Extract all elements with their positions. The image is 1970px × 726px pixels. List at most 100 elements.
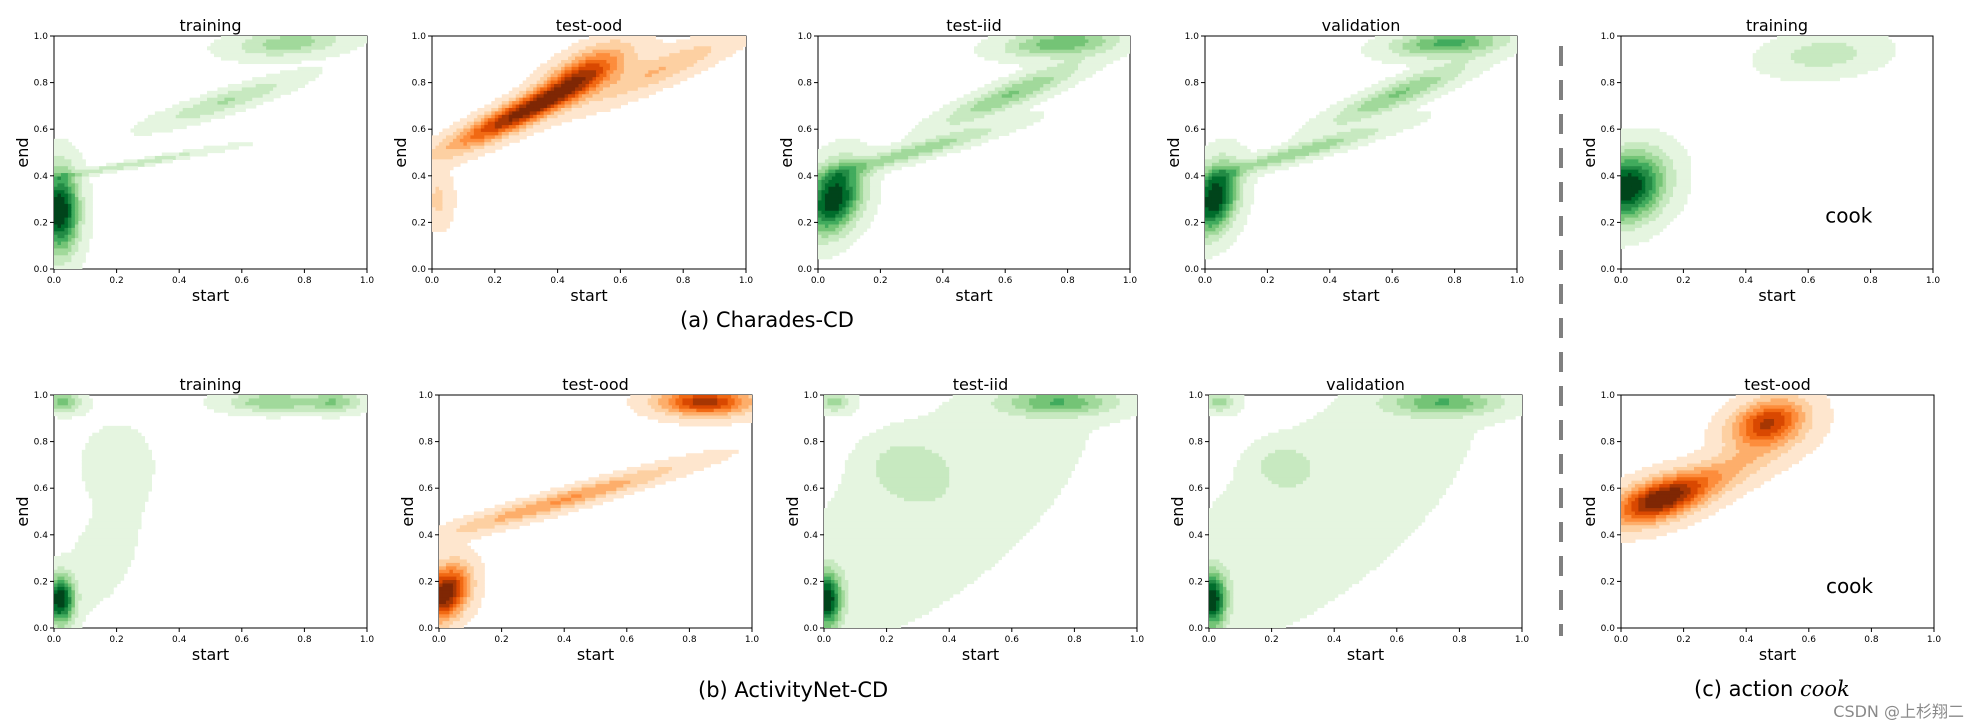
density-level-4 bbox=[852, 200, 857, 205]
density-level-1 bbox=[432, 176, 454, 181]
density-level-1 bbox=[1501, 395, 1522, 400]
density-level-1 bbox=[841, 477, 881, 482]
density-level-6 bbox=[1690, 487, 1699, 492]
density-level-4 bbox=[1624, 518, 1657, 523]
density-level-5 bbox=[1648, 173, 1657, 178]
y-tick-label: 0.6 bbox=[804, 484, 819, 494]
density-level-2 bbox=[432, 197, 444, 202]
density-level-3 bbox=[1770, 398, 1789, 403]
density-level-3 bbox=[859, 190, 864, 195]
density-level-4 bbox=[1222, 586, 1227, 591]
density-level-1 bbox=[1347, 121, 1421, 126]
density-level-2 bbox=[81, 214, 86, 219]
density-level-2 bbox=[1666, 169, 1678, 174]
density-level-6 bbox=[818, 214, 826, 219]
density-level-5 bbox=[1638, 490, 1646, 495]
density-level-2 bbox=[1787, 439, 1803, 444]
density-level-1 bbox=[1704, 439, 1723, 444]
density-level-4 bbox=[71, 604, 76, 609]
density-level-7 bbox=[821, 193, 826, 198]
density-level-4 bbox=[856, 193, 861, 198]
density-level-1 bbox=[859, 217, 875, 222]
density-level-4 bbox=[856, 173, 861, 178]
density-level-1 bbox=[602, 97, 639, 102]
density-level-5 bbox=[1627, 497, 1636, 502]
density-level-1 bbox=[81, 473, 152, 478]
density-level-3 bbox=[1219, 576, 1227, 581]
density-level-2 bbox=[1225, 224, 1234, 229]
density-level-1 bbox=[1350, 94, 1369, 99]
density-level-7 bbox=[519, 104, 527, 109]
density-level-2 bbox=[932, 149, 944, 154]
density-level-2 bbox=[314, 39, 337, 44]
density-level-3 bbox=[456, 135, 464, 140]
density-level-2 bbox=[67, 621, 76, 626]
density-level-1 bbox=[1295, 131, 1338, 136]
density-level-5 bbox=[1697, 480, 1709, 485]
density-level-2 bbox=[463, 125, 471, 130]
x-tick-label: 0.2 bbox=[1260, 276, 1274, 286]
density-level-2 bbox=[1098, 405, 1117, 410]
density-level-1 bbox=[473, 597, 482, 602]
density-level-6 bbox=[557, 101, 562, 106]
density-level-1 bbox=[1444, 83, 1463, 88]
density-level-4 bbox=[54, 173, 62, 178]
density-level-1 bbox=[1499, 46, 1517, 51]
density-level-4 bbox=[837, 586, 842, 591]
density-level-1 bbox=[515, 497, 537, 502]
density-level-2 bbox=[1666, 179, 1678, 184]
density-level-2 bbox=[623, 484, 638, 489]
density-level-3 bbox=[1732, 429, 1740, 434]
x-tick-label: 0.0 bbox=[1614, 635, 1629, 645]
density-level-2 bbox=[1426, 56, 1476, 61]
density-level-2 bbox=[74, 590, 79, 595]
density-level-2 bbox=[290, 395, 319, 400]
density-level-1 bbox=[1326, 107, 1345, 112]
density-level-3 bbox=[658, 401, 670, 406]
density-level-5 bbox=[519, 101, 524, 106]
density-level-5 bbox=[67, 607, 72, 612]
density-level-4 bbox=[1232, 193, 1237, 198]
density-level-3 bbox=[1732, 425, 1740, 430]
density-level-1 bbox=[852, 227, 868, 232]
density-level-1 bbox=[1022, 101, 1041, 106]
density-level-4 bbox=[67, 238, 72, 243]
density-level-3 bbox=[1739, 449, 1772, 454]
density-level-6 bbox=[571, 70, 580, 75]
density-level-5 bbox=[1621, 210, 1636, 215]
density-level-1 bbox=[88, 494, 149, 499]
density-level-8 bbox=[533, 104, 538, 109]
density-level-1 bbox=[863, 210, 878, 215]
density-level-1 bbox=[1485, 53, 1515, 58]
density-level-2 bbox=[1343, 107, 1359, 112]
density-level-2 bbox=[595, 480, 611, 485]
density-level-1 bbox=[203, 398, 232, 403]
density-level-3 bbox=[1770, 442, 1786, 447]
density-level-3 bbox=[1409, 39, 1421, 44]
density-level-8 bbox=[543, 94, 552, 99]
density-level-7 bbox=[452, 583, 457, 588]
density-level-3 bbox=[1735, 453, 1765, 458]
density-level-4 bbox=[834, 617, 839, 622]
density-level-3 bbox=[1794, 422, 1803, 427]
density-level-1 bbox=[1209, 514, 1426, 519]
density-level-4 bbox=[561, 70, 566, 75]
density-level-1 bbox=[92, 497, 149, 502]
density-level-4 bbox=[1791, 422, 1796, 427]
density-level-3 bbox=[1232, 203, 1237, 208]
density-level-1 bbox=[844, 576, 978, 581]
density-level-7 bbox=[1215, 600, 1221, 605]
density-level-1 bbox=[85, 221, 93, 226]
density-level-3 bbox=[1478, 42, 1494, 47]
density-level-6 bbox=[828, 173, 836, 178]
density-level-2 bbox=[1239, 176, 1248, 181]
density-level-4 bbox=[856, 179, 861, 184]
density-level-2 bbox=[1621, 227, 1636, 232]
density-level-4 bbox=[1784, 408, 1796, 413]
density-level-2 bbox=[651, 73, 674, 78]
density-level-1 bbox=[346, 408, 367, 413]
density-level-2 bbox=[1711, 456, 1733, 461]
density-level-2 bbox=[963, 128, 992, 133]
density-level-1 bbox=[54, 566, 59, 571]
density-level-1 bbox=[1666, 203, 1684, 208]
